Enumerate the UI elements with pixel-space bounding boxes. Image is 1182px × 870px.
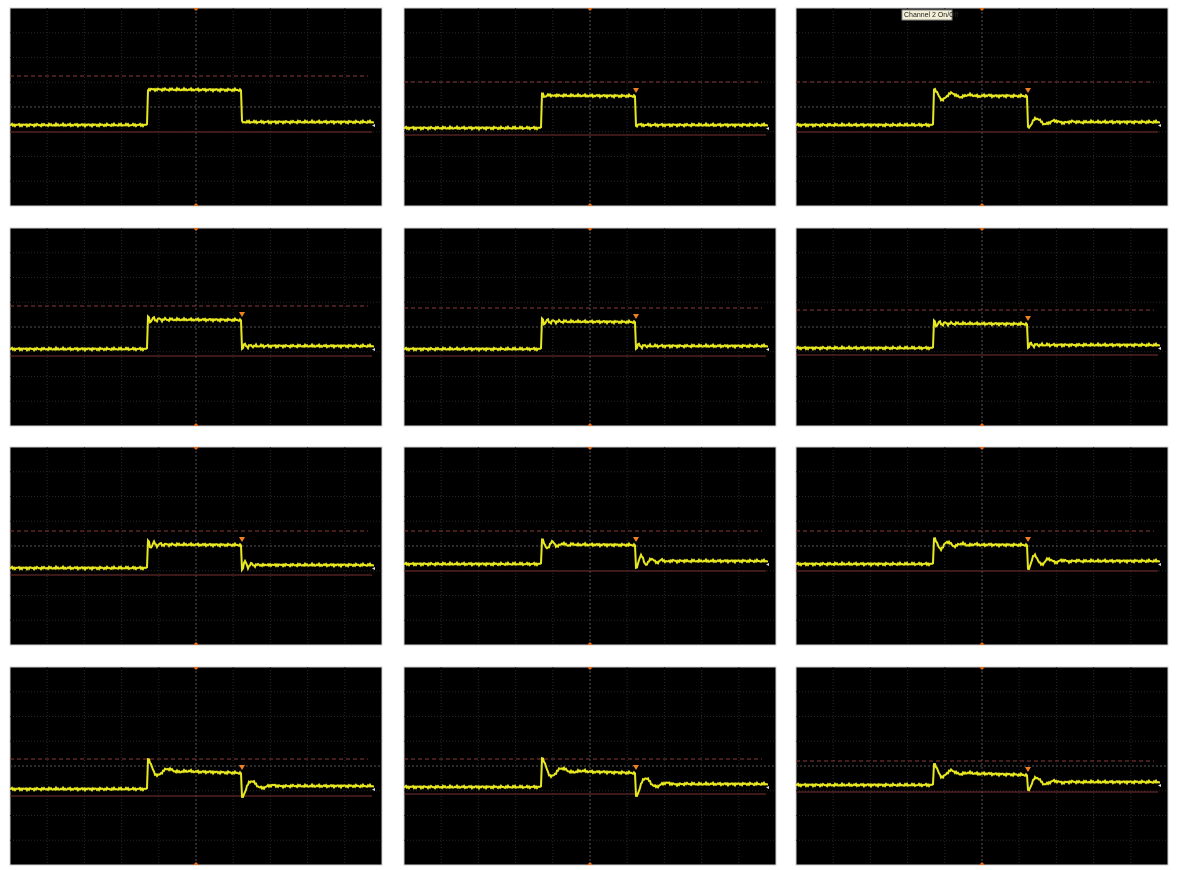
level-marker: ◂ bbox=[766, 347, 769, 353]
scope-panel: ◂ bbox=[10, 447, 382, 645]
page: ◂◂◂Channel 2 On/Off◂◂◂◂◂◂◂◂◂ (() => { co… bbox=[0, 0, 1182, 870]
scope-panel: ◂ bbox=[10, 667, 382, 865]
scope-panel: ◂ bbox=[404, 447, 776, 645]
level-marker: ◂ bbox=[766, 562, 769, 568]
tooltip-text: Channel 2 On/Off bbox=[904, 12, 958, 19]
level-marker: ◂ bbox=[1158, 783, 1161, 789]
level-marker: ◂ bbox=[372, 787, 375, 793]
level-marker: ◂ bbox=[1158, 346, 1161, 352]
scope-panel: ◂ bbox=[404, 228, 776, 426]
level-marker: ◂ bbox=[1158, 123, 1161, 129]
scope-panel: ◂ bbox=[796, 228, 1168, 426]
level-marker: ◂ bbox=[766, 785, 769, 791]
scope-panel: ◂ bbox=[404, 667, 776, 865]
scope-panel: ◂ bbox=[796, 447, 1168, 645]
level-marker: ◂ bbox=[372, 347, 375, 353]
level-marker: ◂ bbox=[1158, 562, 1161, 568]
level-marker: ◂ bbox=[372, 566, 375, 572]
scope-panel: ◂ bbox=[10, 228, 382, 426]
scope-panel: ◂ bbox=[796, 667, 1168, 865]
scope-panel: ◂ Channel 2 On/Off bbox=[796, 8, 1168, 206]
level-marker: ◂ bbox=[766, 126, 769, 132]
scope-panel: ◂ bbox=[404, 8, 776, 206]
scope-collage: ◂ ◂ ◂ Channel 2 On/Off ◂ ◂ ◂ ◂ ◂ ◂ ◂ ◂ ◂ bbox=[0, 0, 1182, 870]
scope-panel: ◂ bbox=[10, 8, 382, 206]
level-marker: ◂ bbox=[372, 123, 375, 129]
